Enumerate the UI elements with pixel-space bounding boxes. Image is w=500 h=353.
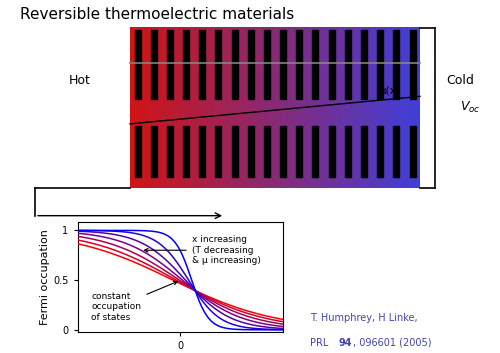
Bar xyxy=(312,126,318,176)
Bar xyxy=(216,30,222,98)
Bar xyxy=(377,30,383,98)
Bar xyxy=(394,126,400,176)
Bar xyxy=(410,30,416,98)
Bar xyxy=(232,30,237,98)
Bar xyxy=(248,126,254,176)
Text: $V_{oc}$: $V_{oc}$ xyxy=(460,100,480,115)
Bar xyxy=(345,30,351,98)
Bar xyxy=(248,30,254,98)
Bar xyxy=(134,126,140,176)
Bar xyxy=(183,30,189,98)
Text: x increasing
(T decreasing
& μ increasing): x increasing (T decreasing & μ increasin… xyxy=(144,235,260,265)
Bar xyxy=(280,30,286,98)
Text: , 096601 (2005): , 096601 (2005) xyxy=(354,338,432,348)
Bar xyxy=(264,30,270,98)
Bar xyxy=(167,30,173,98)
Text: constant
occupation
of states: constant occupation of states xyxy=(92,281,177,322)
Bar xyxy=(199,30,205,98)
Bar xyxy=(345,126,351,176)
Y-axis label: Fermi occupation: Fermi occupation xyxy=(40,229,50,325)
Text: PRL: PRL xyxy=(310,338,332,348)
Bar xyxy=(377,126,383,176)
Text: 94: 94 xyxy=(338,338,352,348)
Bar xyxy=(150,30,156,98)
Bar xyxy=(199,126,205,176)
Bar xyxy=(264,126,270,176)
Bar xyxy=(216,126,222,176)
Bar xyxy=(167,126,173,176)
Bar xyxy=(361,126,367,176)
Bar xyxy=(232,126,237,176)
Bar xyxy=(410,126,416,176)
Bar xyxy=(312,30,318,98)
Text: μ(x): μ(x) xyxy=(379,86,400,96)
Bar xyxy=(183,126,189,176)
Bar xyxy=(280,126,286,176)
Bar xyxy=(134,30,140,98)
Bar xyxy=(361,30,367,98)
Text: Cold: Cold xyxy=(446,74,474,87)
Bar xyxy=(150,126,156,176)
Bar xyxy=(296,126,302,176)
Bar xyxy=(328,126,334,176)
Bar xyxy=(394,30,400,98)
Bar xyxy=(296,30,302,98)
Text: x: x xyxy=(156,222,164,235)
Bar xyxy=(328,30,334,98)
Text: Hot: Hot xyxy=(69,74,91,87)
X-axis label: E-E$_0$: E-E$_0$ xyxy=(168,352,192,353)
Text: T. Humphrey, H Linke,: T. Humphrey, H Linke, xyxy=(310,313,418,323)
Text: Reversible thermoelectric materials: Reversible thermoelectric materials xyxy=(20,7,294,22)
